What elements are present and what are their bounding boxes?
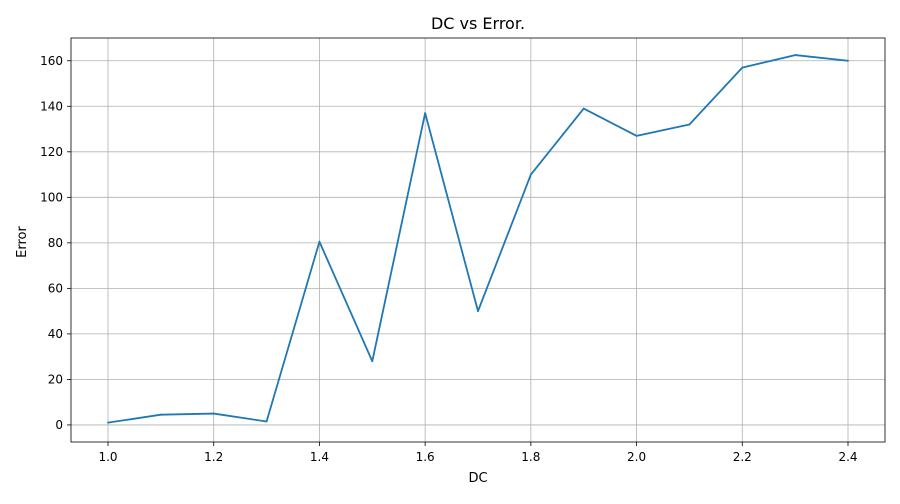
data-point — [318, 240, 321, 243]
data-point — [107, 421, 109, 424]
x-tick-label: 1.2 — [204, 450, 223, 464]
x-axis-ticks: 1.0 1.2 1.4 1.6 1.8 2.0 2.2 2.4 — [98, 442, 858, 464]
grid — [71, 38, 885, 442]
x-tick-label: 1.6 — [416, 450, 435, 464]
data-point — [794, 54, 797, 56]
data-point — [741, 66, 744, 69]
x-tick-label: 1.4 — [310, 450, 329, 464]
y-axis-ticks: 0 20 40 60 80 100 120 140 160 — [40, 54, 71, 432]
x-axis-label: DC — [468, 471, 487, 486]
y-tick-label: 120 — [40, 145, 63, 159]
data-point — [477, 310, 479, 313]
y-tick-label: 140 — [40, 99, 63, 113]
data-point — [529, 173, 532, 176]
y-tick-label: 60 — [48, 281, 63, 295]
x-tick-label: 2.4 — [838, 450, 857, 464]
data-point — [635, 134, 638, 137]
y-tick-label: 40 — [48, 327, 63, 341]
y-tick-label: 0 — [55, 418, 63, 432]
data-point — [265, 420, 268, 423]
data-point — [424, 112, 427, 115]
y-tick-label: 160 — [40, 54, 63, 68]
data-point — [159, 413, 162, 416]
data-point — [847, 59, 849, 62]
y-tick-label: 100 — [40, 190, 63, 204]
x-tick-label: 1.8 — [521, 450, 540, 464]
y-tick-label: 80 — [48, 236, 63, 250]
series-layer — [107, 54, 849, 424]
x-tick-label: 2.2 — [733, 450, 752, 464]
series-line — [107, 54, 849, 424]
x-tick-label: 2.0 — [627, 450, 646, 464]
y-axis-label: Error — [15, 226, 30, 258]
data-point — [212, 412, 215, 415]
chart-title: DC vs Error. — [431, 14, 525, 33]
y-tick-label: 20 — [48, 372, 63, 386]
data-point — [688, 123, 691, 126]
x-tick-label: 1.0 — [98, 450, 117, 464]
plot-frame — [70, 37, 886, 443]
data-point — [582, 107, 585, 110]
data-point — [371, 360, 374, 363]
